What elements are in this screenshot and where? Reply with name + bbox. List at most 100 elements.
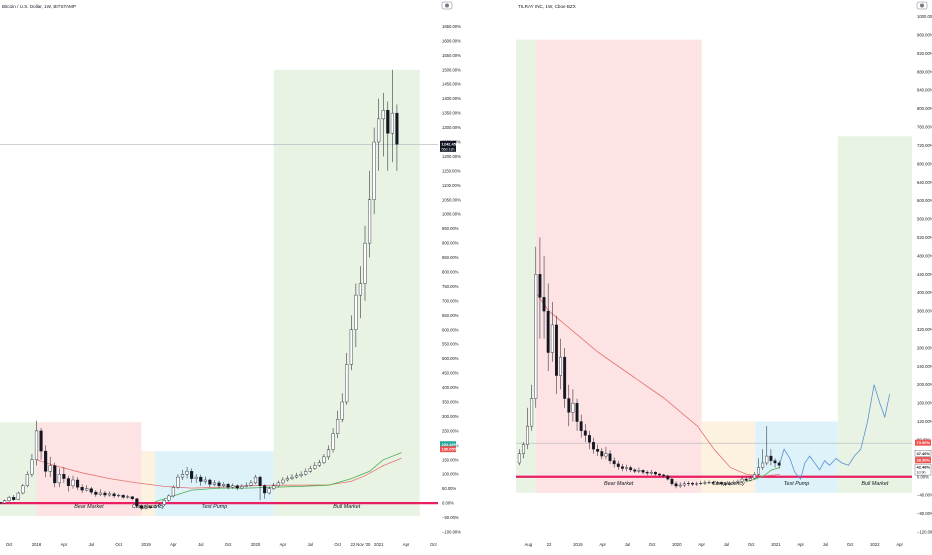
- candle: [711, 480, 715, 486]
- zone-label: Complacency: [132, 504, 165, 510]
- zone-label: Test Pump: [202, 504, 228, 510]
- x-tick-label: Jul: [89, 542, 94, 547]
- y-tick-label: −100.00%: [442, 530, 461, 535]
- chart-tilray[interactable]: Bear Market Complacency Test Pump Bull Mark…: [466, 0, 932, 550]
- candle: [171, 485, 175, 498]
- candle: [600, 448, 604, 460]
- candle: [89, 486, 93, 495]
- x-tick-label: Jul: [823, 542, 828, 547]
- x-tick-label: Jul: [308, 542, 313, 547]
- y-tick-label: 680.00%: [917, 161, 932, 166]
- y-tick-label: 850.00%: [442, 255, 459, 260]
- candle: [326, 445, 331, 460]
- candle: [240, 484, 244, 490]
- y-tick-label: 1000.00%: [442, 212, 461, 217]
- chart-bitcoin[interactable]: Bear Market Complacency Test Pump Bull Mark…: [0, 0, 466, 550]
- candle: [703, 480, 707, 486]
- series-line-0: [535, 292, 781, 477]
- y-tick-label: 1500.00%: [442, 67, 461, 72]
- y-tick-label: 1550.00%: [442, 53, 461, 58]
- candle: [117, 493, 121, 498]
- candle: [349, 315, 353, 371]
- y-tick-label: 300.00%: [442, 414, 459, 419]
- y-tick-label: 1000.00%: [917, 14, 932, 19]
- y-tick-label: 750.00%: [442, 284, 459, 289]
- candle: [53, 462, 57, 488]
- candle: [272, 482, 276, 491]
- candle: [625, 464, 628, 472]
- candle: [290, 474, 294, 480]
- candle: [121, 494, 125, 499]
- x-tick-label: Oct: [847, 542, 854, 547]
- svg-text:42.48%: 42.48%: [917, 465, 931, 470]
- candle: [253, 474, 258, 485]
- candle: [167, 494, 171, 502]
- candle: [629, 465, 633, 473]
- candle: [180, 469, 185, 480]
- y-tick-label: −50.00%: [442, 515, 459, 520]
- candle: [662, 474, 666, 478]
- x-tick-label: Jul: [198, 542, 203, 547]
- y-tick-label: 1100.00%: [442, 183, 461, 188]
- candle: [345, 352, 349, 405]
- y-tick-label: 400.00%: [917, 290, 932, 295]
- candle: [744, 477, 748, 483]
- candle: [773, 458, 777, 468]
- candle: [363, 225, 367, 301]
- candle: [641, 469, 645, 475]
- candle: [658, 473, 661, 477]
- candle: [534, 246, 538, 408]
- y-tick-label: 550.00%: [442, 342, 459, 347]
- candle: [212, 480, 217, 487]
- candle: [331, 428, 335, 453]
- y-tick-label: 1400.00%: [442, 96, 461, 101]
- y-tick-label: 960.00%: [917, 33, 932, 38]
- y-tick-label: 800.00%: [917, 106, 932, 111]
- candle: [231, 483, 235, 489]
- candle: [258, 475, 262, 501]
- candle: [682, 481, 686, 487]
- candle: [583, 423, 587, 443]
- candle: [608, 450, 612, 464]
- x-tick-label: Aug: [525, 542, 533, 547]
- price-badge: 38.30%: [915, 457, 931, 464]
- candle: [732, 480, 736, 485]
- y-tick-label: 1600.00%: [442, 38, 461, 43]
- candle: [390, 69, 394, 163]
- candle: [190, 468, 194, 483]
- candle: [620, 463, 624, 472]
- candle: [294, 472, 299, 479]
- candle: [386, 101, 390, 171]
- candle: [0, 502, 2, 504]
- candle: [226, 482, 230, 490]
- y-tick-label: 0.00%: [442, 501, 454, 506]
- candle: [221, 482, 226, 488]
- candle: [148, 505, 153, 509]
- candle: [203, 476, 207, 485]
- candle: [571, 389, 575, 422]
- price-badge: 73.50%: [915, 439, 931, 446]
- svg-text:1d 9h: 1d 9h: [917, 471, 926, 475]
- candle: [112, 492, 116, 498]
- chart-panel-tilray[interactable]: Bear Market Complacency Test Pump Bull Mark…: [466, 0, 932, 550]
- candle: [336, 410, 340, 439]
- candle: [276, 480, 280, 488]
- y-tick-label: 600.00%: [442, 327, 459, 332]
- x-tick-label: 2021: [374, 542, 384, 547]
- y-tick-label: 0.00%: [917, 474, 929, 479]
- candle: [44, 445, 48, 478]
- candle: [308, 465, 312, 473]
- chart-panel-bitcoin[interactable]: Bear Market Complacency Test Pump Bull Mark…: [0, 0, 466, 550]
- svg-text:38.30%: 38.30%: [917, 458, 931, 463]
- zone-pre-0: [516, 39, 536, 493]
- x-tick-label: Apr: [280, 542, 287, 547]
- candle: [176, 474, 180, 489]
- candle: [563, 347, 567, 408]
- candle: [372, 127, 376, 215]
- candle: [670, 477, 674, 486]
- candle: [748, 475, 752, 482]
- candle: [554, 315, 558, 394]
- y-tick-label: 720.00%: [917, 143, 932, 148]
- candle: [612, 457, 616, 468]
- candle: [604, 446, 608, 460]
